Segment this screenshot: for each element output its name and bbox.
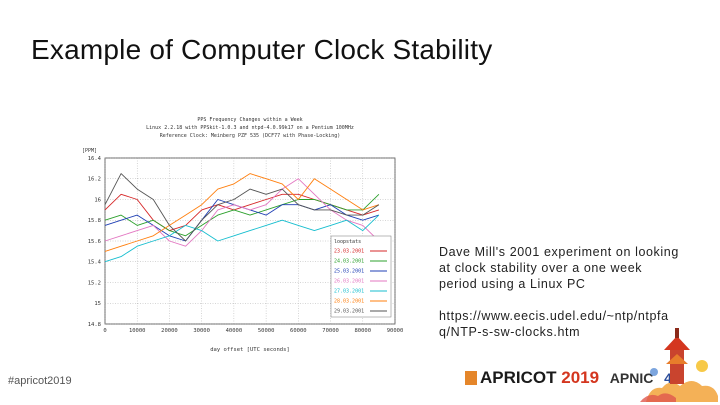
- x-axis-label: day offset [UTC seconds]: [210, 347, 289, 353]
- slide-title: Example of Computer Clock Stability: [31, 34, 493, 65]
- chart-title-line: Linux 2.2.18 with PPSkit-1.0.3 and ntpd-…: [146, 125, 354, 131]
- series-line-29.03.2001: [104, 173, 380, 242]
- legend-entry-label: 24.03.2001: [334, 259, 364, 265]
- y-tick-label: 15.6: [88, 239, 101, 245]
- event-hashtag: #apricot2019: [8, 375, 72, 387]
- series-lines: [104, 173, 380, 263]
- frequency-chart: PPS Frequency Changes within a Week Linux…: [82, 117, 403, 353]
- chart-title-line: PPS Frequency Changes within a Week: [197, 117, 302, 123]
- y-tick-label: 14.8: [88, 322, 101, 328]
- legend-entry-label: 28.03.2001: [334, 299, 364, 305]
- legend: loopstats 23.03.2001 24.03.2001 25.03.2001 2…: [330, 235, 392, 318]
- legend-entry-label: 25.03.2001: [334, 269, 364, 275]
- x-tick-labels: 0 10000 20000 30000 40000 50000 60000 70000 8000…: [103, 328, 403, 334]
- y-axis-label: [PPM]: [82, 148, 97, 154]
- apricot-name: APRICOT: [480, 368, 557, 387]
- y-tick-labels: 14.8 15 15.2 15.4 15.6 15.8 16 16.2 16.4: [88, 156, 102, 328]
- legend-entry-label: 23.03.2001: [334, 249, 364, 255]
- y-tick-label: 16.2: [88, 177, 101, 183]
- legend-title: loopstats: [334, 239, 361, 245]
- x-tick-label: 90000: [387, 328, 404, 334]
- y-tick-label: 15.4: [88, 260, 102, 266]
- x-tick-label: 40000: [226, 328, 243, 334]
- x-tick-label: 10000: [129, 328, 146, 334]
- x-tick-label: 20000: [161, 328, 178, 334]
- legend-entry-label: 27.03.2001: [334, 289, 364, 295]
- experiment-caption: Dave Mill's 2001 experiment on looking a…: [439, 245, 679, 291]
- series-line-28.03.2001: [104, 173, 380, 252]
- x-tick-label: 50000: [258, 328, 275, 334]
- y-tick-label: 15.2: [88, 280, 101, 286]
- temple-decoration-icon: [640, 328, 718, 402]
- grid-lines: [104, 157, 396, 325]
- series-line-24.03.2001: [104, 193, 380, 237]
- x-tick-label: 70000: [322, 328, 339, 334]
- y-tick-label: 15: [94, 301, 101, 307]
- y-tick-label: 16: [94, 197, 101, 203]
- apricot-year: 2019: [561, 368, 600, 387]
- apricot-logo-icon: [465, 371, 477, 385]
- apnic-name: APNIC: [609, 370, 654, 386]
- reference-url[interactable]: https://www.eecis.udel.edu/~ntp/ntpfaq/N…: [439, 309, 669, 339]
- x-tick-label: 80000: [354, 328, 371, 334]
- chart-title-line: Reference Clock: Meinberg PZF 535 (DCF77…: [160, 133, 341, 139]
- legend-box: [330, 235, 392, 318]
- legend-entry-label: 26.03.2001: [334, 279, 364, 285]
- series-line-26.03.2001: [104, 178, 380, 247]
- y-tick-label: 15.8: [88, 218, 101, 224]
- series-line-27.03.2001: [104, 214, 380, 263]
- chart-titles: PPS Frequency Changes within a Week Linux…: [146, 117, 354, 139]
- x-tick-label: 0: [103, 328, 106, 334]
- legend-entry-label: 29.03.2001: [334, 309, 364, 315]
- x-tick-label: 60000: [290, 328, 307, 334]
- x-tick-label: 30000: [193, 328, 210, 334]
- y-tick-label: 16.4: [88, 156, 102, 162]
